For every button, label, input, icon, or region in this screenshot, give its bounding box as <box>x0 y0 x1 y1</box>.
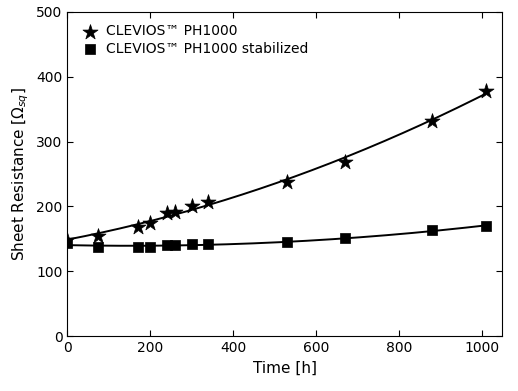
CLEVIOS™ PH1000 <box>428 118 436 124</box>
CLEVIOS™ PH1000 <box>171 208 179 215</box>
CLEVIOS™ PH1000 stabilized <box>171 242 179 249</box>
CLEVIOS™ PH1000 stabilized <box>341 235 349 241</box>
CLEVIOS™ PH1000 stabilized <box>94 244 103 250</box>
CLEVIOS™ PH1000 stabilized <box>134 244 142 251</box>
CLEVIOS™ PH1000 <box>63 237 71 243</box>
CLEVIOS™ PH1000 stabilized <box>428 227 436 233</box>
Legend: CLEVIOS™ PH1000, CLEVIOS™ PH1000 stabilized: CLEVIOS™ PH1000, CLEVIOS™ PH1000 stabili… <box>74 19 314 61</box>
CLEVIOS™ PH1000 <box>482 88 490 94</box>
Y-axis label: Sheet Resistance [$\Omega_{sq}$]: Sheet Resistance [$\Omega_{sq}$] <box>10 87 31 261</box>
CLEVIOS™ PH1000 stabilized <box>188 241 196 247</box>
CLEVIOS™ PH1000 <box>163 210 171 216</box>
X-axis label: Time [h]: Time [h] <box>253 361 317 376</box>
CLEVIOS™ PH1000 <box>341 159 349 165</box>
CLEVIOS™ PH1000 <box>283 179 291 185</box>
CLEVIOS™ PH1000 <box>134 224 142 230</box>
CLEVIOS™ PH1000 stabilized <box>163 242 171 249</box>
CLEVIOS™ PH1000 <box>204 199 212 205</box>
CLEVIOS™ PH1000 stabilized <box>63 240 71 247</box>
CLEVIOS™ PH1000 <box>188 203 196 210</box>
CLEVIOS™ PH1000 <box>146 219 154 226</box>
CLEVIOS™ PH1000 stabilized <box>146 244 154 250</box>
CLEVIOS™ PH1000 stabilized <box>482 223 490 229</box>
CLEVIOS™ PH1000 stabilized <box>204 241 212 247</box>
CLEVIOS™ PH1000 <box>94 233 103 239</box>
CLEVIOS™ PH1000 stabilized <box>283 239 291 245</box>
